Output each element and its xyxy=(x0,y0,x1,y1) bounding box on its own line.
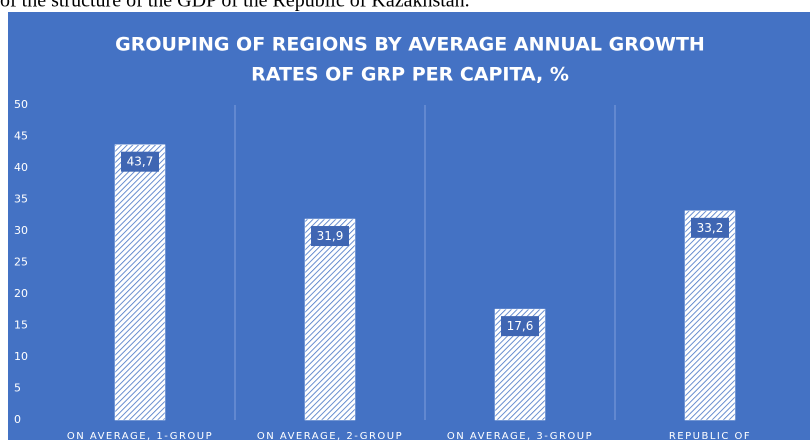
y-tick-label: 35 xyxy=(14,193,28,206)
y-tick-label: 25 xyxy=(14,256,28,269)
bar xyxy=(684,210,736,421)
y-tick-label: 45 xyxy=(14,130,28,143)
y-tick-label: 15 xyxy=(14,319,28,332)
y-tick-label: 30 xyxy=(14,224,28,237)
value-label-box xyxy=(121,151,159,172)
chart-title: RATES OF GRP PER CAPITA, % xyxy=(251,64,569,86)
value-label: 17,6 xyxy=(507,319,534,333)
value-label: 43,7 xyxy=(127,155,154,169)
y-tick-label: 50 xyxy=(14,98,28,111)
value-label: 33,2 xyxy=(697,221,724,235)
value-label-box xyxy=(311,226,349,247)
x-tick-label: ON AVERAGE, 1-GROUP xyxy=(67,431,213,440)
x-tick-label: ON AVERAGE, 3-GROUP xyxy=(447,431,593,440)
value-label-box xyxy=(691,217,729,238)
y-tick-label: 5 xyxy=(14,382,21,395)
y-tick-label: 10 xyxy=(14,350,28,363)
value-label-box xyxy=(501,316,539,337)
y-tick-label: 0 xyxy=(14,413,21,426)
x-tick-label: REPUBLIC OF xyxy=(669,431,751,440)
y-tick-label: 40 xyxy=(14,161,28,174)
x-tick-label: ON AVERAGE, 2-GROUP xyxy=(257,431,403,440)
caption: of the structure of the GDP of the Repub… xyxy=(0,0,470,12)
value-label: 31,9 xyxy=(317,229,344,243)
y-tick-label: 20 xyxy=(14,287,28,300)
bar xyxy=(114,144,166,421)
bar xyxy=(304,218,356,421)
chart-title: GROUPING OF REGIONS BY AVERAGE ANNUAL GR… xyxy=(115,34,705,56)
